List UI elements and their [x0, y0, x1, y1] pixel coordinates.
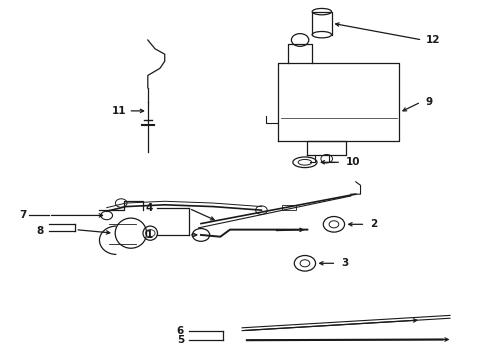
Text: 12: 12 [425, 35, 439, 45]
Text: 2: 2 [369, 219, 377, 229]
Text: 3: 3 [341, 258, 348, 268]
Text: 9: 9 [425, 97, 432, 107]
Text: 5: 5 [177, 335, 183, 345]
Text: 8: 8 [37, 226, 44, 237]
Text: 6: 6 [177, 326, 183, 336]
Text: 7: 7 [20, 211, 27, 220]
Text: 1: 1 [145, 230, 152, 240]
Bar [282, 205, 296, 211]
Text: 11: 11 [111, 106, 126, 116]
Text: 10: 10 [346, 157, 360, 167]
Text: 4: 4 [145, 203, 152, 213]
